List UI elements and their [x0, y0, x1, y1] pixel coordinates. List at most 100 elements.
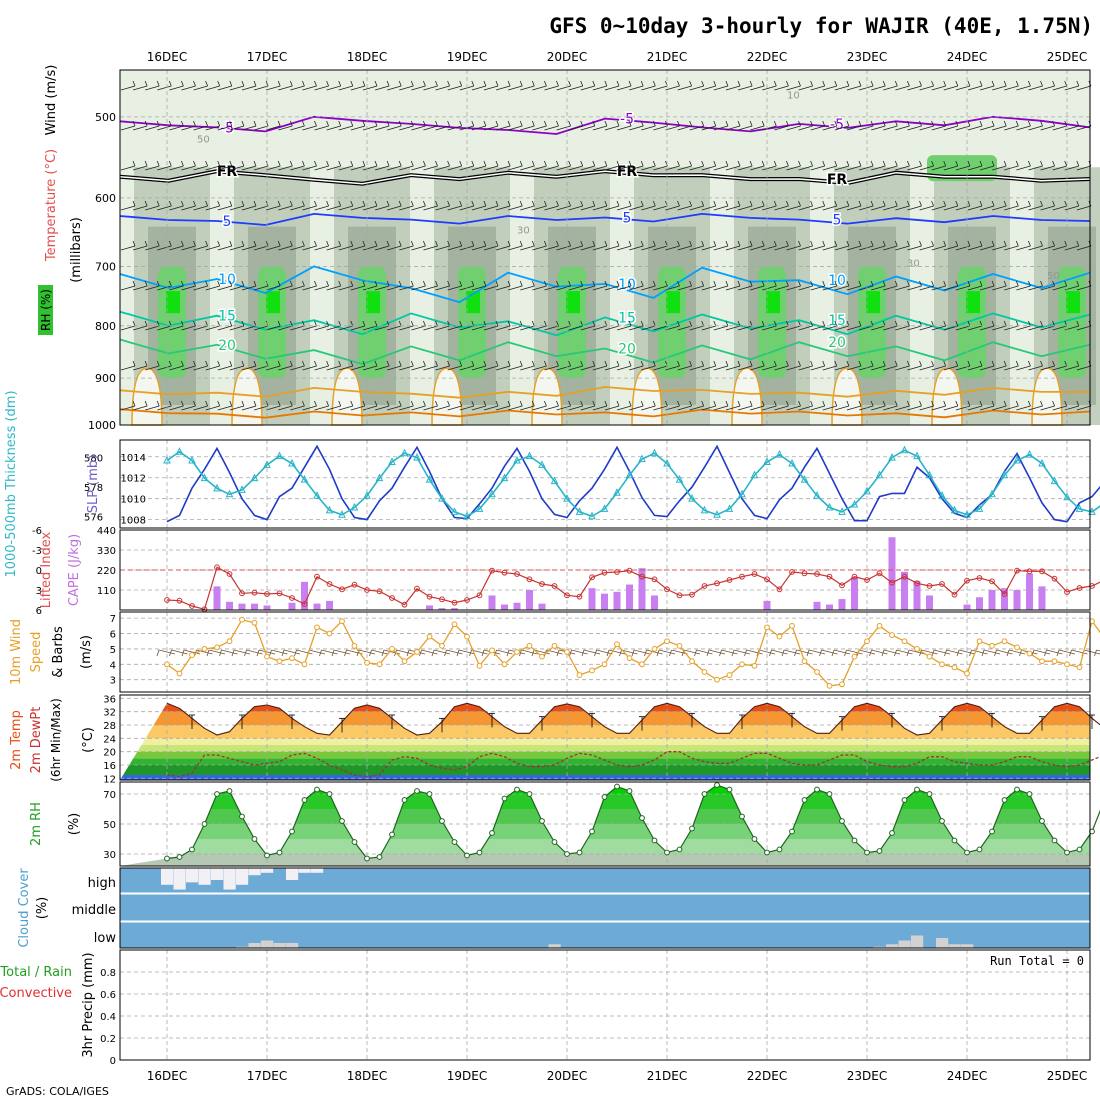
rh-marker — [264, 852, 270, 859]
y-tick-label-slp: 1010 — [121, 495, 146, 506]
wind-barb — [302, 85, 317, 91]
wind-barb — [253, 365, 269, 371]
wind-barb-flag — [919, 320, 922, 327]
rh-marker — [401, 797, 408, 803]
wind-barb-flag — [314, 280, 317, 287]
wind-barb — [120, 285, 136, 291]
wind-barb-flag — [435, 280, 438, 287]
wind-barb-flag — [737, 280, 741, 287]
wind-barb-flag — [725, 120, 729, 127]
cape-bar — [438, 608, 446, 610]
wind-barb-flag — [882, 360, 886, 367]
wind-barb — [701, 405, 716, 411]
wind-barb — [241, 285, 257, 291]
wind-barb — [296, 649, 313, 655]
cloud-block-high — [211, 868, 224, 880]
wind-barb-flag — [870, 320, 874, 327]
wind-barb-flag — [423, 120, 426, 127]
wind-barb — [774, 325, 789, 331]
series-line-rh — [166, 784, 1100, 860]
wind-barb — [992, 205, 1007, 211]
wind-barb — [544, 325, 559, 331]
wind-barb-flag — [822, 240, 826, 247]
rh-wet-cell — [666, 291, 680, 314]
wind-barb-flag — [919, 240, 922, 247]
wind-barb-flag — [786, 200, 789, 207]
rh-marker — [739, 813, 745, 820]
rh-marker — [539, 818, 545, 824]
panel-ylabel: RH (%) — [39, 289, 53, 331]
wind-barb — [387, 125, 402, 131]
thickness-marker — [875, 470, 884, 479]
run-total-label: Run Total = 0 — [990, 954, 1084, 968]
wind-barb — [205, 405, 220, 411]
y-tick-label: 16 — [103, 761, 116, 772]
wind-barb-flag — [374, 320, 378, 327]
x-tick-label-top: 22DEC — [747, 50, 787, 64]
cape-bar — [851, 577, 858, 610]
li-marker — [226, 571, 233, 577]
wind-barb-flag — [628, 400, 632, 407]
wind-barb — [1040, 285, 1055, 291]
wind-barb — [411, 365, 426, 371]
wind-barb — [774, 165, 789, 171]
x-tick-label-bottom: 17DEC — [247, 1069, 287, 1083]
wind-barb — [229, 125, 245, 131]
wind-barb-flag — [338, 120, 342, 127]
wind-barb — [762, 365, 777, 371]
wind-barb — [858, 649, 876, 655]
wind-barb-flag — [689, 240, 692, 247]
wind-barb-flag — [616, 320, 620, 327]
wind-barb — [822, 245, 837, 251]
wind-barb-flag — [241, 80, 245, 87]
wind-barb — [321, 649, 338, 655]
wind-barb-flag — [193, 320, 196, 327]
cape-bar — [501, 604, 508, 610]
wind-barb — [193, 165, 208, 171]
wind-barb-flag — [350, 120, 354, 127]
wind-barb-flag — [338, 360, 342, 367]
wind-barb-flag — [846, 80, 850, 87]
wind-barb — [362, 405, 378, 411]
wind-barb-flag — [398, 400, 402, 407]
y-tick-label: 900 — [95, 372, 116, 385]
wind-barb-flag — [1003, 120, 1007, 127]
wind-barb — [883, 365, 898, 371]
wind-barb — [846, 85, 862, 91]
thickness-marker — [588, 511, 596, 520]
wind-barb — [205, 365, 220, 371]
wind-barb — [737, 405, 753, 411]
wind-barb — [907, 125, 922, 131]
wind-barb — [447, 325, 462, 331]
wind-marker — [1064, 661, 1070, 668]
wind-barb — [604, 405, 620, 411]
x-tick-label-bottom: 18DEC — [347, 1069, 387, 1083]
wind-barb — [193, 125, 208, 131]
wind-barb — [596, 649, 613, 655]
wind-barb — [157, 285, 172, 291]
wind-barb-flag — [1015, 200, 1019, 207]
wind-barb — [955, 85, 971, 91]
y-tick-label: 4 — [110, 660, 116, 671]
wind-barb-flag — [701, 120, 705, 127]
wind-barb-flag — [580, 240, 584, 247]
wind-barb-flag — [229, 400, 233, 407]
wind-barb-flag — [459, 280, 463, 287]
wind-barb-flag — [652, 200, 656, 207]
wind-barb — [556, 325, 571, 331]
wind-barb-flag — [181, 280, 184, 287]
wind-barb — [120, 365, 136, 371]
wind-barb-flag — [846, 160, 850, 167]
wind-barb-flag — [241, 400, 245, 407]
li-marker — [689, 591, 695, 598]
wind-barb-flag — [471, 360, 475, 367]
wind-barb-flag — [931, 400, 934, 407]
wind-barb-flag — [338, 320, 342, 327]
wind-barb-flag — [168, 400, 172, 407]
rh-moist-band — [958, 266, 986, 379]
wind-barb — [907, 285, 922, 291]
y-tick-label-slp: 1014 — [121, 453, 146, 464]
wind-barb-flag — [798, 280, 801, 287]
wind-barb — [169, 245, 184, 251]
wind-barb-flag — [882, 200, 886, 207]
